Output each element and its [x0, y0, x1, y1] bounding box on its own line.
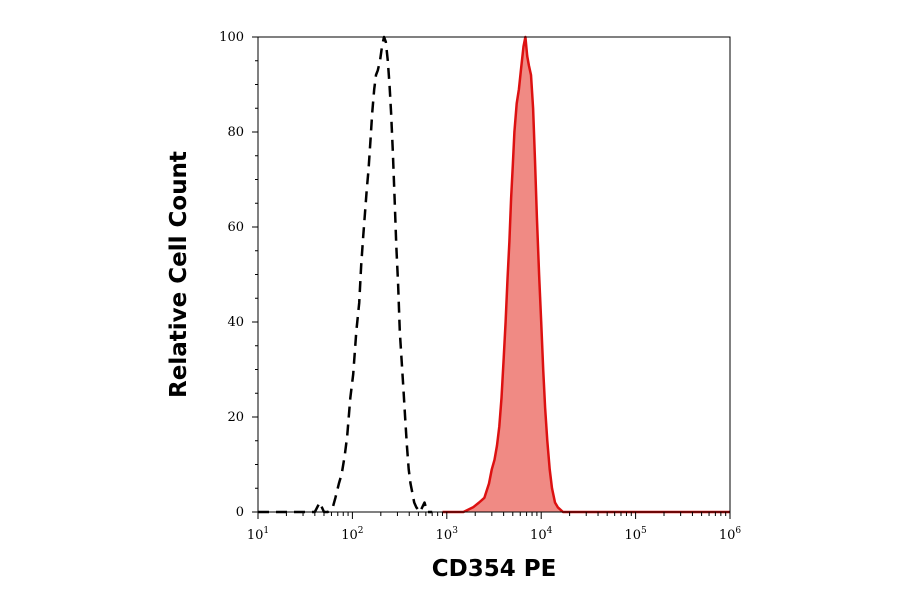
- y-tick-label-3: 60: [227, 220, 244, 235]
- y-tick-label-0: 0: [236, 505, 244, 520]
- series-1-fill: [442, 37, 730, 512]
- series-0-line: [258, 35, 433, 514]
- plot-area: [258, 35, 730, 514]
- x-axis-title: CD354 PE: [432, 556, 557, 582]
- x-tick-label-4: 105: [624, 526, 647, 543]
- plot-frame: [257, 36, 731, 513]
- series-1-line: [442, 35, 730, 514]
- x-tick-label-5: 106: [719, 526, 742, 543]
- x-tick-label-1: 102: [341, 526, 363, 543]
- y-tick-label-2: 40: [227, 315, 244, 330]
- x-tick-label-2: 103: [436, 526, 459, 543]
- y-tick-label-5: 100: [219, 30, 244, 45]
- y-tick-label-4: 80: [227, 125, 244, 140]
- y-tick-label-1: 20: [227, 410, 244, 425]
- x-tick-label-3: 104: [530, 526, 553, 543]
- axis-ticks: 0 20 40 60 80 100 101 102 103 104 105 106: [219, 30, 741, 543]
- y-axis-title: Relative Cell Count: [166, 151, 192, 398]
- x-tick-label-0: 101: [247, 526, 269, 543]
